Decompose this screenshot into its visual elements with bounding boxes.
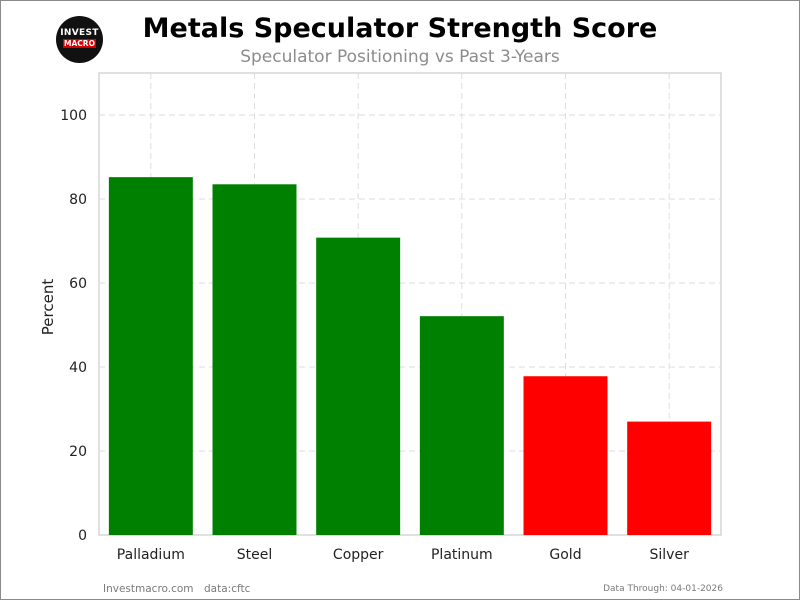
investmacro-logo: INVEST MACRO bbox=[56, 16, 103, 63]
y-tick-label: 100 bbox=[60, 108, 87, 124]
plot-area-border bbox=[98, 72, 722, 536]
footer-site: Investmacro.com bbox=[103, 583, 194, 595]
y-axis-label: Percent bbox=[39, 279, 57, 336]
bar-platinum bbox=[419, 316, 504, 535]
y-tick-label: 80 bbox=[69, 192, 87, 208]
y-tick-label: 40 bbox=[69, 360, 87, 376]
footer-data-through: Data Through: 04-01-2026 bbox=[603, 584, 723, 594]
footer-source: data:cftc bbox=[204, 583, 251, 595]
x-tick-label: Gold bbox=[549, 547, 581, 563]
y-tick-label: 0 bbox=[78, 528, 87, 544]
x-tick-label: Copper bbox=[333, 547, 384, 563]
bar-palladium bbox=[108, 177, 193, 535]
y-tick-label: 20 bbox=[69, 444, 87, 460]
y-tick-label: 60 bbox=[69, 276, 87, 292]
x-tick-label: Silver bbox=[650, 547, 690, 563]
bar-copper bbox=[316, 237, 401, 535]
bar-gold bbox=[523, 376, 608, 535]
chart-title: Metals Speculator Strength Score bbox=[142, 13, 658, 44]
chart-subtitle: Speculator Positioning vs Past 3-Years bbox=[240, 47, 560, 67]
bar-silver bbox=[627, 421, 712, 535]
logo-text-bottom: MACRO bbox=[63, 39, 96, 48]
bar-steel bbox=[212, 184, 297, 536]
x-tick-label: Platinum bbox=[431, 547, 493, 563]
logo-text-top: INVEST bbox=[60, 28, 99, 38]
x-tick-label: Palladium bbox=[117, 547, 185, 563]
x-tick-label: Steel bbox=[237, 547, 273, 563]
